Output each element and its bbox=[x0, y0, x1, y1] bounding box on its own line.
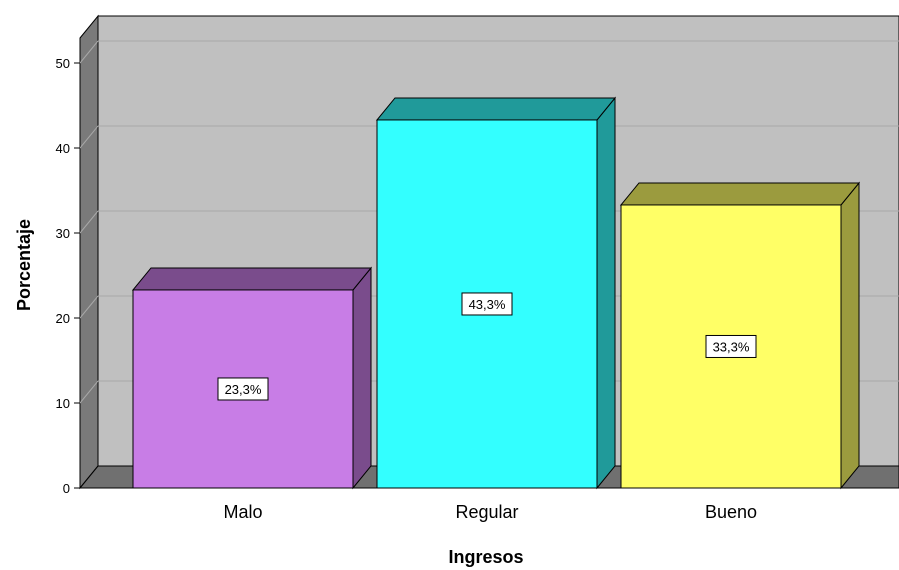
x-axis-title: Ingresos bbox=[448, 547, 523, 567]
gridline-diagonal bbox=[79, 295, 99, 319]
data-label: 33,3% bbox=[713, 339, 750, 354]
y-tick-label: 50 bbox=[56, 56, 70, 71]
bar-side bbox=[840, 181, 860, 490]
bar-side bbox=[596, 96, 616, 490]
plot-left-wall bbox=[79, 14, 99, 490]
y-tick-label: 40 bbox=[56, 141, 70, 156]
x-tick-label: Bueno bbox=[705, 502, 757, 522]
bar-side bbox=[352, 266, 372, 490]
gridline-diagonal bbox=[79, 380, 99, 404]
data-label-box bbox=[217, 377, 269, 401]
x-tick-label: Regular bbox=[455, 502, 518, 522]
bar-top bbox=[131, 267, 373, 291]
y-tick-label: 20 bbox=[56, 311, 70, 326]
gridline-diagonal bbox=[79, 210, 99, 234]
data-label: 23,3% bbox=[225, 382, 262, 397]
data-label-box bbox=[705, 334, 757, 358]
x-tick-label: Malo bbox=[223, 502, 262, 522]
gridline-diagonal bbox=[79, 125, 99, 149]
y-tick-label: 10 bbox=[56, 396, 70, 411]
bar-top bbox=[619, 182, 861, 206]
bar-group bbox=[131, 266, 373, 490]
bar-top bbox=[375, 97, 617, 121]
gridline-diagonal bbox=[79, 40, 99, 64]
y-tick-label: 30 bbox=[56, 226, 70, 241]
data-label-box bbox=[461, 292, 513, 316]
data-label: 43,3% bbox=[469, 297, 506, 312]
y-tick-label: 0 bbox=[63, 481, 70, 496]
y-axis-title: Porcentaje bbox=[14, 219, 34, 311]
